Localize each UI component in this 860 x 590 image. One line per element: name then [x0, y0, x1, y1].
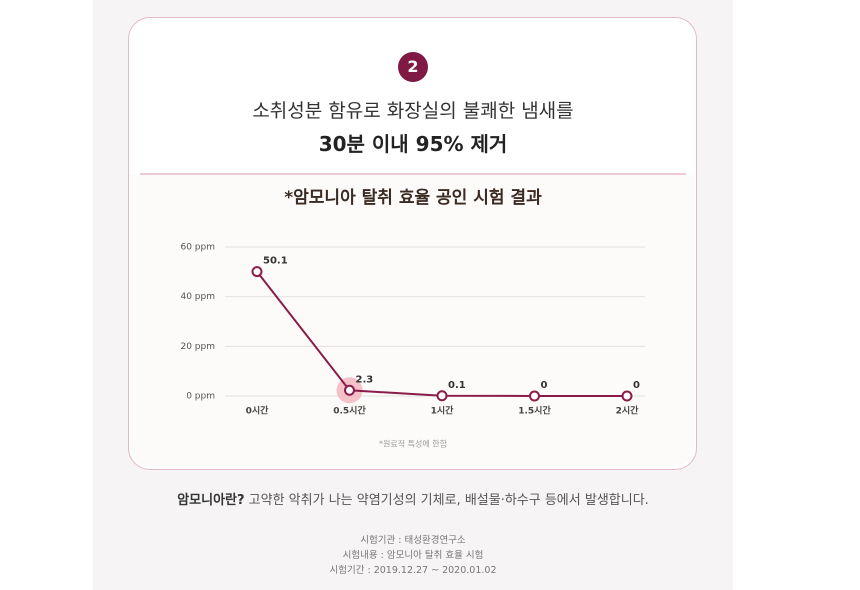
- chart-title: *암모니아 탈취 효율 공인 시험 결과: [284, 187, 542, 208]
- x-tick-label: 1시간: [431, 405, 455, 417]
- footer-detail: 시험기간 : 2019.12.27 ~ 2020.01.02: [329, 565, 497, 576]
- divider: [140, 173, 686, 175]
- footer-detail: 시험기관 : 태성환경연구소: [360, 535, 466, 546]
- step-badge: 2: [398, 52, 428, 82]
- headline-emphasis: 30분 이내 95% 제거: [318, 132, 508, 156]
- footer-text: 고약한 악취가 나는 약염기성의 기체로, 배설물·하수구 등에서 발생합니다.: [244, 493, 649, 508]
- y-tick-label: 40 ppm: [180, 292, 215, 302]
- data-label: 0.1: [448, 380, 466, 391]
- point: [251, 266, 263, 278]
- footer-term: 암모니아란?: [177, 493, 245, 508]
- point: [621, 390, 633, 402]
- y-tick-label: 20 ppm: [180, 342, 215, 352]
- data-label: 50.1: [263, 256, 288, 267]
- x-tick-label: 0.5시간: [333, 405, 366, 417]
- footer-detail: 시험내용 : 암모니아 탈취 효율 시험: [342, 550, 484, 561]
- y-tick-label: 0 ppm: [186, 392, 215, 402]
- chart-background: [130, 175, 695, 467]
- point: [344, 384, 355, 396]
- x-tick-label: 0시간: [246, 405, 270, 417]
- x-tick-label: 2시간: [616, 405, 640, 417]
- chart-note: *원료적 특성에 한함: [379, 439, 448, 449]
- line: [256, 270, 627, 397]
- point: [436, 390, 448, 402]
- headline: 소취성분 함유로 화장실의 불쾌한 냄새를: [252, 100, 574, 122]
- data-label: 0: [633, 380, 640, 391]
- data-label: 2.3: [356, 374, 374, 385]
- data-label: 0: [541, 380, 548, 391]
- point: [529, 390, 540, 402]
- footer-definition: 암모니아란? 고약한 악취가 나는 약염기성의 기체로, 배설물·하수구 등에서…: [93, 489, 733, 508]
- x-tick-label: 1.5시간: [518, 405, 551, 417]
- y-tick-label: 60 ppm: [180, 243, 215, 253]
